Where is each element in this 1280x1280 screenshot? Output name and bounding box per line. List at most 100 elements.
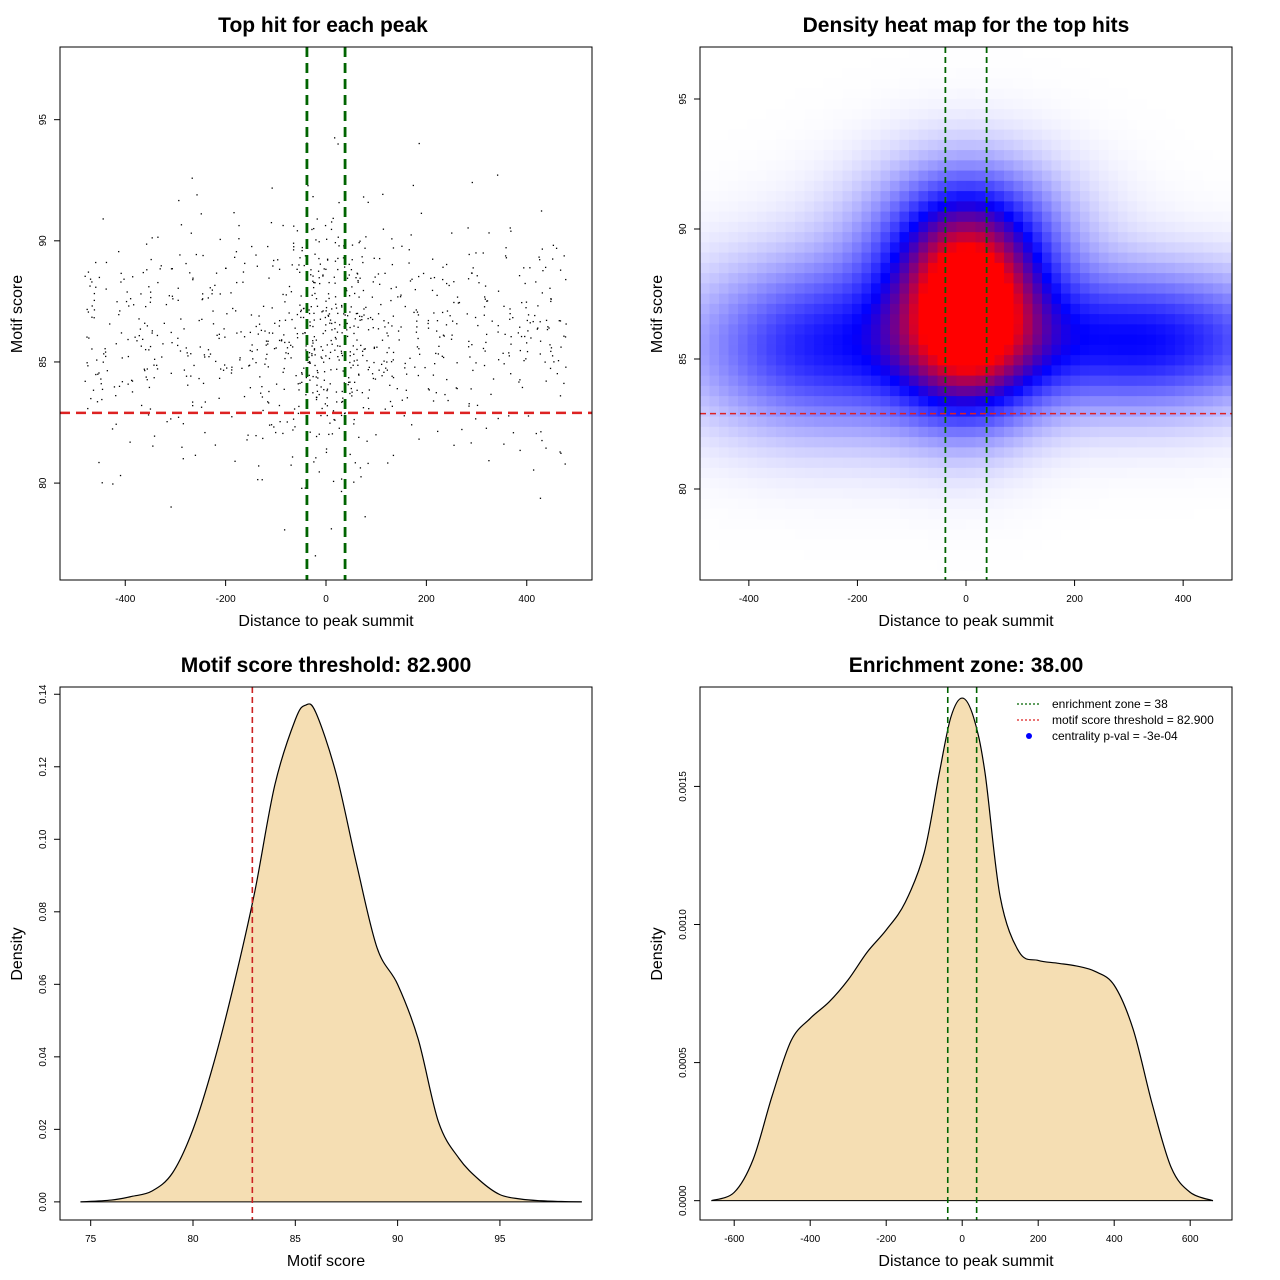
heatmap-cell — [1023, 487, 1034, 499]
scatter-point — [475, 362, 477, 364]
scatter-point — [319, 318, 322, 320]
heatmap-cell — [956, 272, 967, 284]
heatmap-cell — [1099, 364, 1110, 376]
scatter-point — [311, 228, 313, 231]
heatmap-cell — [918, 129, 929, 140]
heatmap-cell — [757, 231, 768, 243]
heatmap-cell — [918, 293, 929, 304]
heatmap-cell — [956, 457, 967, 468]
scatter-point — [436, 330, 438, 332]
heatmap-cell — [1061, 457, 1072, 468]
heatmap-cell — [871, 211, 882, 222]
scatter-point — [239, 359, 241, 361]
heatmap-cell — [928, 313, 939, 325]
heatmap-cell — [1004, 67, 1015, 79]
heatmap-cell — [1146, 252, 1157, 263]
heatmap-cell — [709, 221, 720, 233]
heatmap-cell — [1203, 303, 1214, 315]
heatmap-cell — [795, 77, 806, 89]
heatmap-cell — [785, 282, 796, 294]
scatter-point — [243, 336, 246, 338]
heatmap-cell — [1004, 231, 1015, 243]
scatter-point — [353, 418, 355, 421]
scatter-ylabel: Motif score — [9, 275, 26, 353]
heatmap-cell — [1013, 149, 1024, 161]
scatter-point — [356, 389, 358, 391]
scatter-point — [239, 357, 241, 359]
heatmap-cell — [728, 159, 739, 171]
heatmap-cell — [909, 508, 920, 520]
heatmap-cell — [709, 498, 720, 509]
heatmap-cell — [1222, 262, 1232, 274]
heatmap-cell — [918, 47, 929, 58]
heatmap-cell — [1023, 241, 1034, 253]
scatter-point — [224, 364, 226, 366]
heatmap-cell — [1099, 323, 1110, 335]
scatter-point — [308, 309, 310, 311]
heatmap-cell — [1089, 272, 1100, 284]
heatmap-cell — [785, 293, 796, 304]
heatmap-cell — [700, 159, 711, 171]
heatmap-cell — [880, 118, 891, 130]
heatmap-cell — [956, 88, 967, 99]
heatmap-cell — [1108, 129, 1119, 140]
scatter-point — [564, 336, 567, 338]
scatter-point — [448, 284, 450, 287]
heatmap-cell — [719, 272, 730, 284]
scatter-point — [363, 348, 365, 350]
heatmap-cell — [766, 108, 777, 120]
heatmap-cell — [700, 149, 711, 161]
heatmap-cell — [776, 67, 787, 79]
heatmap-cell — [861, 180, 872, 192]
heatmap-cell — [728, 313, 739, 325]
scatter-point — [219, 293, 221, 295]
heatmap-cell — [994, 323, 1005, 335]
heatmap-cell — [1213, 303, 1224, 315]
heatmap-cell — [1213, 129, 1224, 140]
scatter-point — [348, 263, 350, 266]
scatter-point — [222, 369, 225, 371]
heatmap-cell — [1222, 108, 1232, 120]
heatmap-frame — [699, 46, 1233, 581]
heatmap-cell — [975, 323, 986, 335]
panel-score-density: Motif score threshold: 82.900 Motif scor… — [9, 654, 593, 1270]
heatmap-cell — [1213, 98, 1224, 110]
heatmap-cell — [928, 364, 939, 376]
heatmap-cell — [1032, 108, 1043, 120]
heatmap-cell — [1061, 282, 1072, 294]
heatmap-cell — [728, 180, 739, 192]
heatmap-cell — [1042, 426, 1053, 438]
scatter-point — [249, 349, 251, 352]
score-density-ytick-label: 0.06 — [38, 974, 49, 994]
heatmap-cell — [747, 98, 758, 110]
heatmap-cell — [947, 88, 958, 99]
scatter-point — [358, 241, 360, 244]
heatmap-cell — [985, 426, 996, 438]
heatmap-cell — [1032, 313, 1043, 325]
heatmap-cell — [728, 129, 739, 140]
heatmap-cell — [918, 272, 929, 284]
heatmap-cell — [975, 211, 986, 222]
heatmap-cell — [994, 416, 1005, 427]
heatmap-cell — [738, 118, 749, 130]
heatmap-cell — [956, 487, 967, 499]
heatmap-cell — [1222, 303, 1232, 315]
heatmap-cell — [804, 395, 815, 407]
scatter-point — [225, 267, 227, 270]
heatmap-cell — [709, 139, 720, 151]
heatmap-cell — [871, 118, 882, 130]
heatmap-cell — [1051, 364, 1062, 376]
scatter-point — [368, 366, 370, 368]
heatmap-cell — [1146, 354, 1157, 366]
heatmap-cell — [918, 334, 929, 345]
heatmap-cell — [899, 364, 910, 376]
heatmap-cell — [728, 364, 739, 376]
heatmap-cell — [1023, 170, 1034, 181]
heatmap-cell — [738, 57, 749, 69]
scatter-point — [471, 181, 473, 184]
heatmap-cell — [1099, 334, 1110, 345]
scatter-point — [256, 349, 258, 351]
heatmap-cell — [928, 293, 939, 304]
heatmap-cell — [966, 426, 977, 438]
heatmap-cell — [1004, 477, 1015, 489]
